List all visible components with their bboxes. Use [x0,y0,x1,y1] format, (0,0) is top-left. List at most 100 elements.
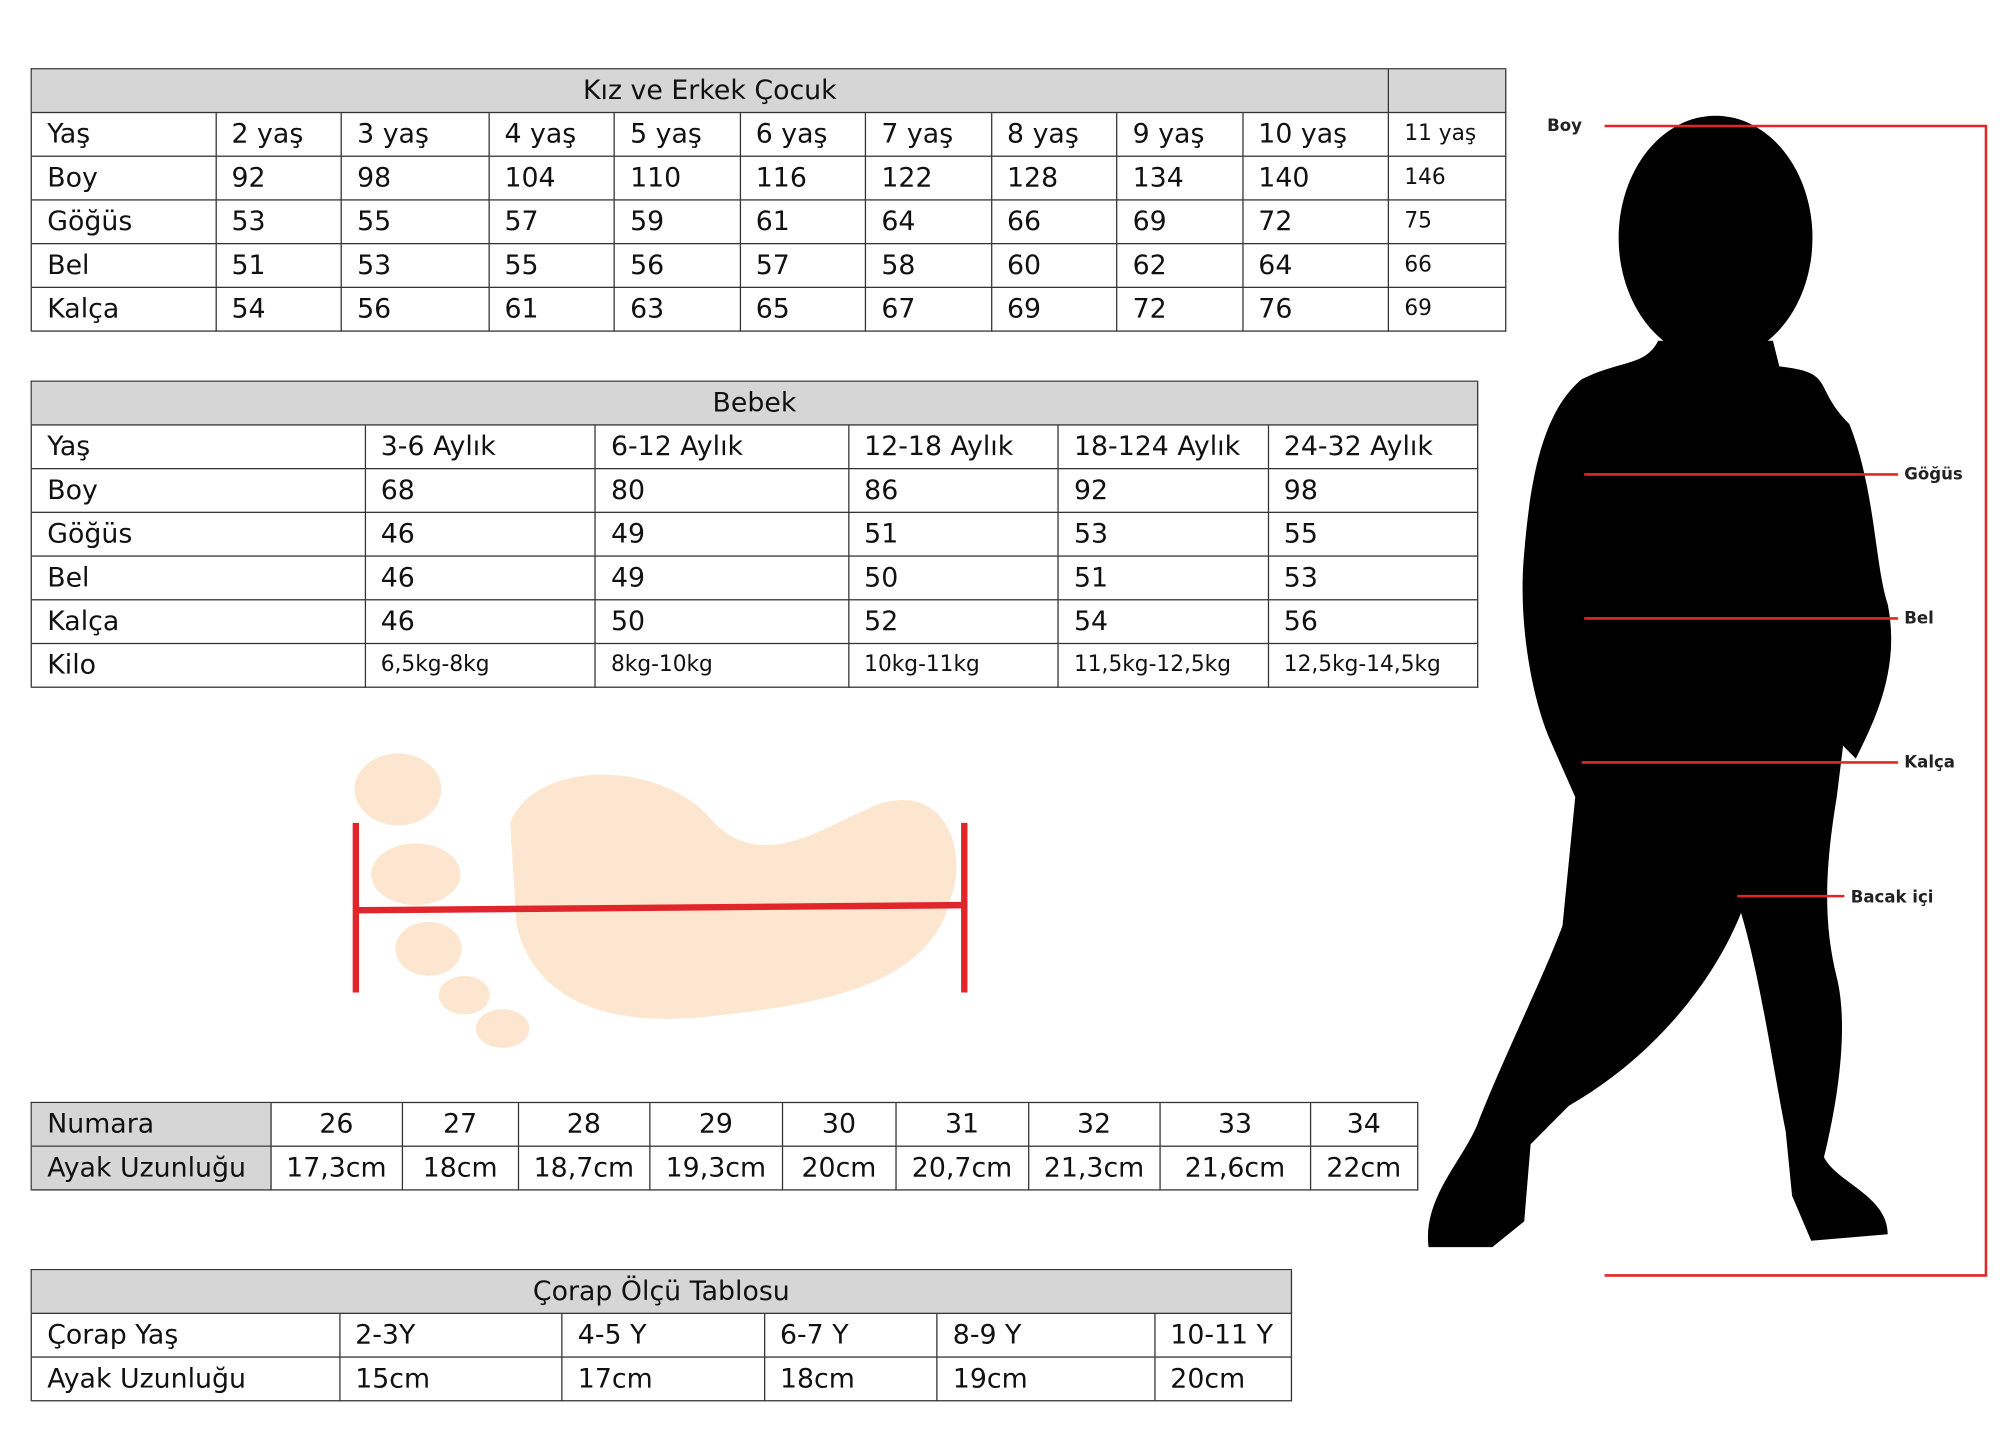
table-cell: 122 [866,156,992,201]
table-cell: 32 [1028,1103,1161,1147]
table-cell: Göğüs [31,512,366,557]
table-cell: 55 [489,244,615,288]
foot-measure [352,822,968,993]
table-cell: Kilo [31,644,366,688]
table-cell: 72 [1117,287,1243,332]
table-cell: 2 yaş [216,113,342,157]
table-cell: 46 [365,556,596,601]
table-cell: Bebek [31,381,1479,426]
table-cell: Yaş [31,113,217,157]
table-cell: 8kg-10kg [595,644,849,688]
table-cell: 50 [595,600,849,645]
table-cell: 65 [740,287,867,332]
table-cell: 61 [740,200,867,245]
table-cell: Boy [31,469,366,513]
table-cell: 69 [1389,287,1506,332]
table-cell: 98 [341,156,490,201]
table-cell: 17cm [562,1357,765,1402]
table-cell: 66 [1389,244,1506,288]
table-cell: 4-5 Y [562,1313,765,1358]
table-cell: 55 [341,200,490,245]
table-cell: 60 [991,244,1118,288]
table-cell: Yaş [31,425,366,470]
table-cell: 53 [1268,556,1479,601]
table-cell: 53 [216,200,342,245]
table-cell: 4 yaş [489,113,615,157]
table-cell: 57 [489,200,615,245]
table-cell: 66 [991,200,1118,245]
child-silhouette [1427,115,1892,1248]
table-cell: 46 [365,512,596,557]
table-cell: 10 yaş [1242,113,1390,157]
table-cell: 17,3cm [271,1146,404,1191]
table-cell: 75 [1389,200,1506,245]
label-bel: Bel [1904,609,1934,628]
table-cell: 64 [1242,244,1390,288]
table-cell: 6-12 Aylık [595,425,849,470]
table-cell: 56 [1268,600,1479,645]
label-boy: Boy [1547,116,1582,135]
table-cell: Boy [31,156,217,201]
table-cell: 2-3Y [339,1313,563,1358]
table-cell: 18,7cm [518,1146,651,1191]
table-cell: 19cm [937,1357,1155,1402]
table-cell: 18-124 Aylık [1058,425,1269,470]
table-cell: 128 [991,156,1118,201]
table-cell: 6-7 Y [764,1313,938,1358]
label-bacak-ici: Bacak içi [1851,888,1934,907]
table-cell: 51 [1058,556,1269,601]
table-cell: 8-9 Y [937,1313,1155,1358]
sock-table: Çorap Ölçü Tablosu Çorap Yaş 2-3Y 4-5 Y 6-7 … [30,1268,1293,1402]
table-cell: 56 [614,244,741,288]
table-cell: 86 [848,469,1059,513]
table-cell: Kalça [31,600,366,645]
table-cell: 29 [650,1103,783,1147]
table-cell: 21,3cm [1028,1146,1161,1191]
table-cell: 10kg-11kg [848,644,1059,688]
table-cell: 92 [1058,469,1269,513]
shoe-table: Numara 26 27 28 29 30 31 32 33 34 Ayak Uzunluğu 17,… [30,1101,1419,1191]
table-cell: 20cm [782,1146,897,1191]
table-cell: Ayak Uzunluğu [31,1146,272,1191]
table-cell: 56 [341,287,490,332]
table-cell: 51 [216,244,342,288]
table-cell: 59 [614,200,741,245]
table-cell: 140 [1242,156,1390,201]
table-cell: 33 [1160,1103,1311,1147]
table-cell: 21,6cm [1160,1146,1311,1191]
table-cell: 26 [271,1103,404,1147]
table-cell: 3-6 Aylık [365,425,596,470]
foot [354,753,957,1048]
table-cell: 12-18 Aylık [848,425,1059,470]
table-cell: 50 [848,556,1059,601]
table-cell: 51 [848,512,1059,557]
table-cell: Ayak Uzunluğu [31,1357,340,1402]
kids-table: Kız ve Erkek Çocuk Yaş 2 yaş 3 yaş 4 yaş 5 ya… [30,68,1506,332]
table-cell: 11 yaş [1389,113,1506,157]
table-cell: 31 [896,1103,1029,1147]
table-cell: 8 yaş [991,113,1118,157]
table-cell: 18cm [764,1357,938,1402]
table-cell: 80 [595,469,849,513]
table-cell: 28 [518,1103,651,1147]
table-cell: 52 [848,600,1059,645]
table-cell: 19,3cm [650,1146,783,1191]
table-cell: 22cm [1310,1146,1419,1191]
table-cell: Çorap Ölçü Tablosu [31,1270,1293,1314]
table-cell: 53 [1058,512,1269,557]
table-cell: 27 [403,1103,519,1147]
table-cell: 12,5kg-14,5kg [1268,644,1479,688]
table-cell: 5 yaş [614,113,741,157]
table-cell: 57 [740,244,867,288]
table-cell: 34 [1310,1103,1419,1147]
table-cell: 72 [1242,200,1390,245]
table-cell: 54 [216,287,342,332]
table-cell: 18cm [403,1146,519,1191]
table-cell: 49 [595,512,849,557]
table-cell: 67 [866,287,992,332]
table-cell: 20,7cm [896,1146,1029,1191]
table-cell: 110 [614,156,741,201]
table-cell: 98 [1268,469,1479,513]
label-kalca: Kalça [1904,753,1955,772]
